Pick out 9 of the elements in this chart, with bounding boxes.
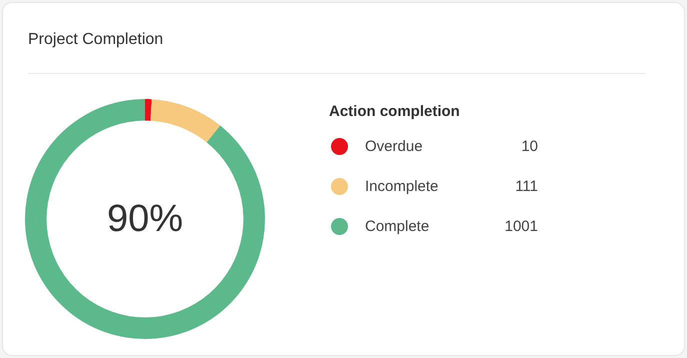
data-label: 111 xyxy=(515,178,538,195)
legend-title: Action completion xyxy=(329,103,461,120)
legend-label: Overdue xyxy=(365,138,423,155)
legend-label: Complete xyxy=(365,218,430,235)
data-label: 10 xyxy=(521,138,538,155)
chart-title: Project Completion xyxy=(28,31,164,49)
data-label: 1001 xyxy=(504,218,538,235)
legend-label: Incomplete xyxy=(365,178,438,195)
text: 90% xyxy=(25,99,265,339)
